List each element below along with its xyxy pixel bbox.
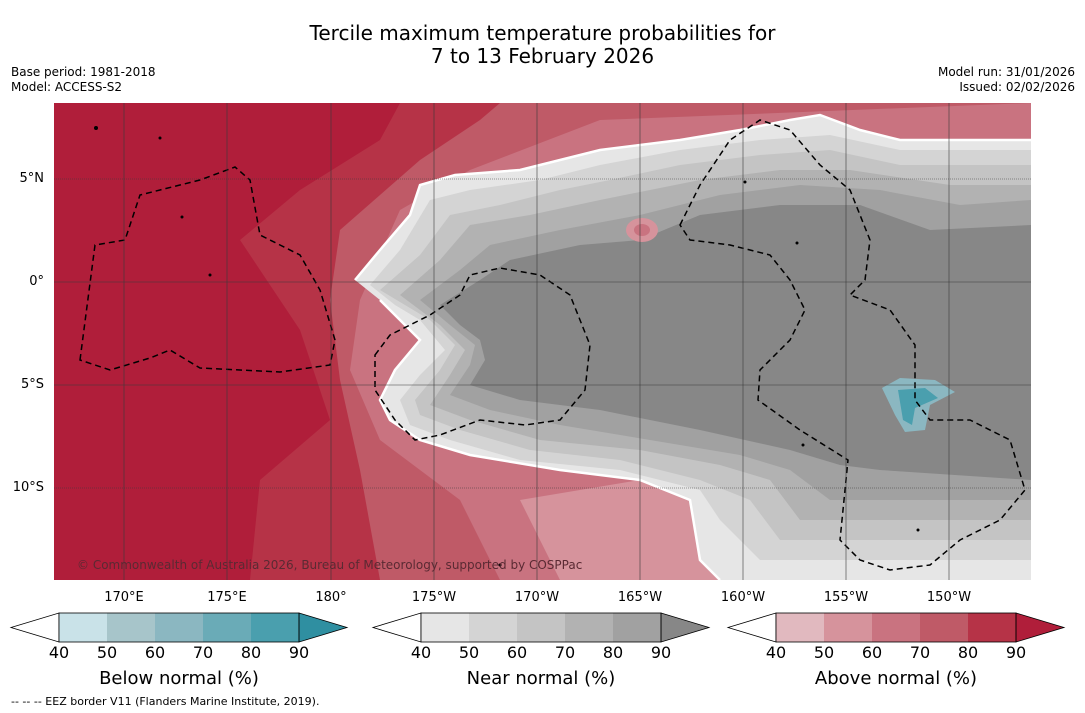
below-tick-70: 70 (192, 643, 214, 662)
above-tick-70: 70 (909, 643, 931, 662)
probability-map (54, 103, 1031, 580)
base-period: Base period: 1981-2018 (11, 65, 156, 79)
colorbar-segment (776, 613, 824, 642)
lon-label-155w: 155°W (823, 590, 869, 605)
near-normal-label: Near normal (%) (466, 668, 616, 689)
lat-label-10s: 10°S (12, 480, 44, 495)
colorbar-segment (421, 613, 469, 642)
colorbar-frame (775, 612, 1017, 643)
above-normal-50-band (520, 480, 720, 580)
colorbar-segment (565, 613, 613, 642)
below-tick-90: 90 (288, 643, 310, 662)
colorbar-extend-low (9, 612, 60, 643)
below-normal-label: Below normal (%) (99, 668, 259, 689)
colorbar-extend-high (298, 612, 349, 643)
below-tick-60: 60 (144, 643, 166, 662)
colorbar-extend-high (660, 612, 711, 643)
issued-date: Issued: 02/02/2026 (959, 80, 1075, 94)
meta-left: Base period: 1981-2018 Model: ACCESS-S2 (11, 65, 156, 95)
above-normal-label: Above normal (%) (814, 668, 978, 689)
colorbar-segment (920, 613, 968, 642)
near-normal-90-region (440, 205, 1031, 480)
below-tick-80: 80 (240, 643, 262, 662)
lon-label-175e: 175°E (207, 590, 247, 605)
colorbar-segment (59, 613, 107, 642)
eez-border-west (79, 166, 336, 373)
colorbar-extend-low (371, 612, 422, 643)
above-tick-80: 80 (957, 643, 979, 662)
colorbar-segment (203, 613, 251, 642)
colorbar-segment (824, 613, 872, 642)
lon-label-170w: 170°W (514, 590, 560, 605)
lat-label-5n: 5°N (19, 171, 45, 186)
near-tick-90: 90 (650, 643, 672, 662)
colorbar-segment (469, 613, 517, 642)
colorbar-frame (58, 612, 300, 643)
near-tick-50: 50 (458, 643, 480, 662)
meta-right: Model run: 31/01/2026 Issued: 02/02/2026 (938, 65, 1075, 95)
above-tick-40: 40 (765, 643, 787, 662)
below-tick-40: 40 (48, 643, 70, 662)
colorbar-segment (517, 613, 565, 642)
colorbar-extend-low (726, 612, 777, 643)
colorbar-below-normal (9, 612, 349, 643)
above-tick-50: 50 (813, 643, 835, 662)
lon-label-160w: 160°W (720, 590, 766, 605)
lon-label-175w: 175°W (411, 590, 457, 605)
colorbar-segment (968, 613, 1016, 642)
map-title: Tercile maximum temperature probabilitie… (0, 22, 1085, 68)
lon-label-165w: 165°W (617, 590, 663, 605)
model-name: Model: ACCESS-S2 (11, 80, 123, 94)
colorbar-near-normal (371, 612, 711, 643)
eez-border-east (679, 119, 1026, 571)
lat-label-0: 0° (29, 274, 44, 289)
above-tick-60: 60 (861, 643, 883, 662)
near-tick-70: 70 (554, 643, 576, 662)
eez-footnote: -- -- -- EEZ border V11 (Flanders Marine… (11, 695, 320, 708)
lon-label-180: 180° (315, 590, 347, 605)
lon-label-150w: 150°W (926, 590, 972, 605)
title-line-1: Tercile maximum temperature probabilitie… (309, 21, 776, 45)
graticule (54, 103, 1031, 580)
island (94, 126, 98, 130)
colorbar-segment (107, 613, 155, 642)
near-tick-40: 40 (410, 643, 432, 662)
above-tick-90: 90 (1005, 643, 1027, 662)
model-run: Model run: 31/01/2026 (937, 65, 1075, 79)
colorbar-extend-high (1015, 612, 1066, 643)
title-line-2: 7 to 13 February 2026 (430, 44, 655, 68)
colorbar-segment (155, 613, 203, 642)
near-tick-60: 60 (506, 643, 528, 662)
lon-label-170e: 170°E (104, 590, 144, 605)
colorbar-segment (251, 613, 299, 642)
lat-label-5s: 5°S (20, 377, 44, 392)
colorbar-frame (420, 612, 662, 643)
eez-border-central (374, 267, 591, 441)
tercile-boundary (354, 113, 1031, 281)
colorbar-segment (872, 613, 920, 642)
copyright-notice: © Commonwealth of Australia 2026, Bureau… (77, 558, 583, 572)
colorbar-above-normal (726, 612, 1066, 643)
below-tick-50: 50 (96, 643, 118, 662)
colorbar-segment (613, 613, 661, 642)
near-tick-80: 80 (602, 643, 624, 662)
